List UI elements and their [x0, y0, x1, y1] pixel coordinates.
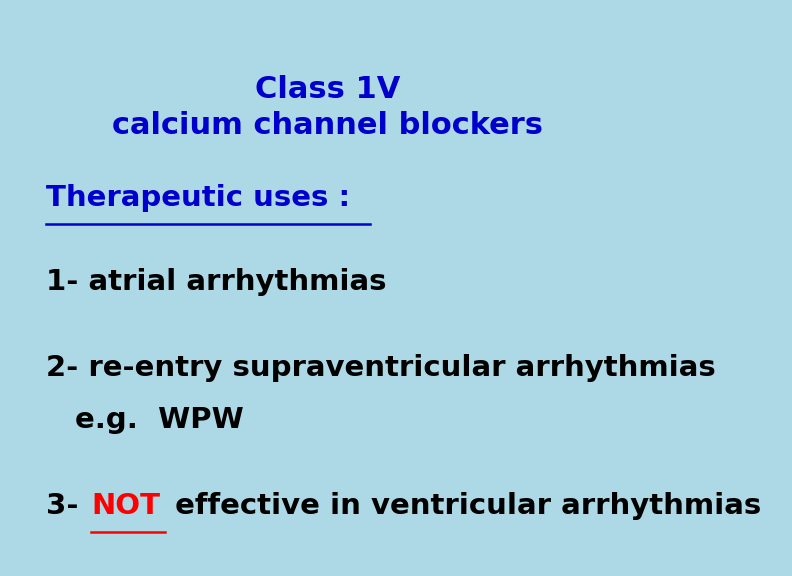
Text: 2- re-entry supraventricular arrhythmias: 2- re-entry supraventricular arrhythmias — [46, 354, 716, 382]
Text: 3-: 3- — [46, 492, 89, 521]
Text: NOT: NOT — [91, 492, 160, 521]
Text: effective in ventricular arrhythmias: effective in ventricular arrhythmias — [165, 492, 761, 521]
Text: e.g.  WPW: e.g. WPW — [75, 406, 244, 434]
Text: 1- atrial arrhythmias: 1- atrial arrhythmias — [46, 268, 386, 296]
Text: Therapeutic uses :: Therapeutic uses : — [46, 184, 350, 213]
Text: Class 1V
calcium channel blockers: Class 1V calcium channel blockers — [112, 75, 543, 140]
